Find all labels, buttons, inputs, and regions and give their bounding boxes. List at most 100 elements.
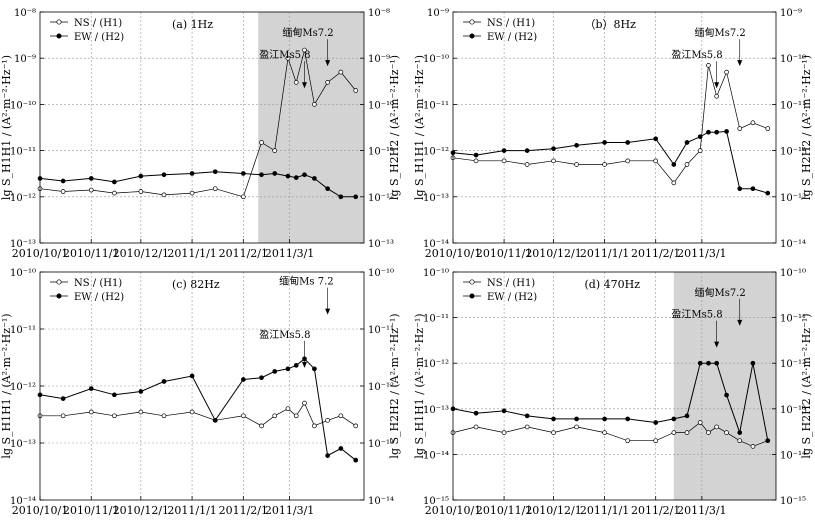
y-tick-label-right: 10⁻¹⁰ <box>368 268 394 279</box>
annotation-label: 缅甸Ms7.2 <box>694 26 745 39</box>
series-line-ns <box>40 402 356 427</box>
data-point <box>524 148 530 153</box>
data-point <box>737 126 743 131</box>
data-point <box>338 69 344 75</box>
data-point <box>501 430 507 435</box>
data-point <box>574 162 579 167</box>
data-point <box>161 413 167 419</box>
data-point <box>259 423 264 429</box>
x-tick-label: 2011/3/1 <box>265 504 314 517</box>
data-point <box>88 386 94 391</box>
data-point <box>706 360 711 366</box>
data-point <box>285 406 291 412</box>
data-point <box>302 47 307 53</box>
y-tick-label: 10⁻¹⁴ <box>423 450 449 461</box>
data-point <box>524 413 530 419</box>
data-point <box>602 162 607 167</box>
data-point <box>765 126 771 131</box>
data-point <box>697 360 703 366</box>
y-tick-label: 10⁻¹⁵ <box>423 496 449 507</box>
legend-label: NS / (H1) <box>74 278 122 289</box>
legend-label: EW / (H2) <box>487 32 537 43</box>
data-point <box>551 158 556 164</box>
data-point <box>684 430 690 435</box>
y-tick-label-right: 10⁻¹³ <box>368 239 394 250</box>
data-point <box>293 363 299 368</box>
y-tick-label: 10⁻¹² <box>423 359 449 370</box>
y-tick-label: 10⁻⁸ <box>14 8 36 19</box>
y-tick-label-right: 10⁻¹⁵ <box>780 496 806 507</box>
data-point <box>625 438 631 444</box>
data-point <box>765 190 771 196</box>
data-point <box>353 88 359 93</box>
y-axis-title-left: lg S_H1H1 / (A²·m⁻²·Hz⁻¹) <box>413 55 426 200</box>
data-point <box>272 171 278 176</box>
data-point <box>501 148 507 153</box>
data-point <box>338 413 344 419</box>
data-point <box>737 186 743 192</box>
data-point <box>189 409 195 415</box>
series-line-ew <box>39 358 357 461</box>
data-point <box>671 430 677 435</box>
data-point <box>293 80 299 85</box>
data-point <box>353 457 359 463</box>
data-point <box>653 420 659 425</box>
legend-marker <box>56 33 62 39</box>
y-axis-title-left: lg S_H1H1 / (A²·m⁻²·Hz⁻¹) <box>413 313 426 458</box>
series-line-ns <box>452 65 768 184</box>
x-tick-label: 2011/2/1 <box>219 247 268 260</box>
data-point <box>551 430 556 435</box>
data-point <box>353 423 359 429</box>
data-point <box>272 413 278 419</box>
data-point <box>240 413 246 419</box>
y-tick-label: 10⁻¹² <box>10 193 36 204</box>
data-point <box>697 148 703 153</box>
data-point <box>325 417 330 423</box>
panel-label: (a) 1Hz <box>172 18 213 31</box>
data-point <box>138 189 144 194</box>
data-point <box>574 416 579 422</box>
data-point <box>714 424 720 430</box>
y-axis-title-right: lg S_H2H2 / (A²·m⁻²·Hz⁻¹) <box>800 55 813 200</box>
shaded-region <box>258 12 364 243</box>
plot-frame <box>39 271 365 501</box>
data-point <box>625 158 631 164</box>
data-point <box>88 409 94 415</box>
data-point <box>60 189 66 194</box>
data-point <box>737 438 743 444</box>
y-tick-label-right: 10⁻¹² <box>780 359 806 370</box>
legend-marker <box>469 33 475 39</box>
annotation-arrowhead <box>714 82 720 89</box>
plot-frame <box>39 11 365 244</box>
data-point <box>551 416 556 422</box>
data-point <box>524 162 530 167</box>
data-point <box>338 446 344 451</box>
y-axis-title-left: lg S_H1H1 / (A²·m⁻²·Hz⁻¹) <box>0 313 13 458</box>
y-tick-label: 10⁻¹¹ <box>423 314 449 325</box>
y-tick-label: 10⁻⁹ <box>427 8 449 19</box>
data-point <box>212 186 218 192</box>
data-point <box>285 173 291 179</box>
data-point <box>473 158 479 164</box>
data-point <box>671 180 677 186</box>
y-tick-label: 10⁻¹³ <box>423 405 449 416</box>
x-tick-label: 2011/2/1 <box>631 247 680 260</box>
data-point <box>60 396 66 401</box>
data-point <box>724 129 729 134</box>
data-point <box>724 392 729 398</box>
y-tick-label-right: 10⁻¹¹ <box>368 325 394 336</box>
x-tick-label: 2010/10/1 <box>12 504 68 517</box>
y-tick-label-right: 10⁻¹¹ <box>780 314 806 325</box>
annotation-label: 盈江Ms5.8 <box>671 309 722 321</box>
y-tick-label-right: 10⁻¹³ <box>780 193 806 204</box>
x-tick-label: 2010/12/1 <box>113 504 169 517</box>
x-tick-label: 2010/10/1 <box>425 247 481 260</box>
y-tick-label-right: 10⁻⁸ <box>368 8 390 19</box>
panel-label: (c) 82Hz <box>172 278 220 291</box>
legend-marker <box>469 279 475 285</box>
data-point <box>765 438 771 444</box>
data-point <box>353 194 359 200</box>
